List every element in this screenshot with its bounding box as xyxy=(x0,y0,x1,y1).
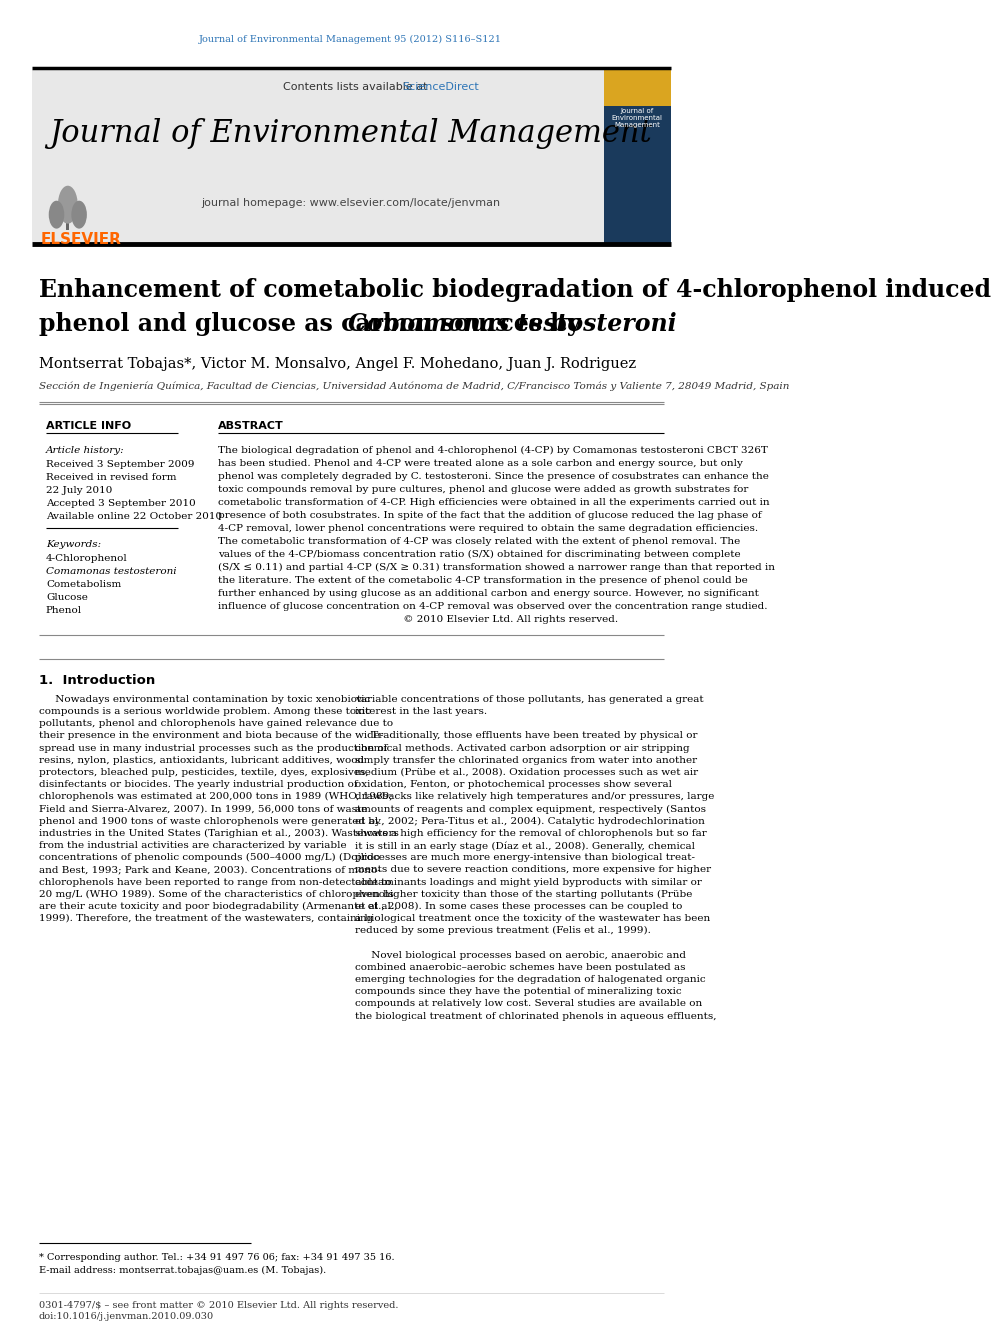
Text: phenol and 1900 tons of waste chlorophenols were generated by: phenol and 1900 tons of waste chlorophen… xyxy=(39,816,381,826)
Text: Glucose: Glucose xyxy=(46,593,87,602)
Bar xyxy=(604,70,671,243)
Text: Enhancement of cometabolic biodegradation of 4-chlorophenol induced with: Enhancement of cometabolic biodegradatio… xyxy=(39,278,992,302)
Text: * Corresponding author. Tel.: +34 91 497 76 06; fax: +34 91 497 35 16.: * Corresponding author. Tel.: +34 91 497… xyxy=(39,1253,395,1262)
Text: it is still in an early stage (Díaz et al., 2008). Generally, chemical: it is still in an early stage (Díaz et a… xyxy=(354,841,694,851)
Text: further enhanced by using glucose as an additional carbon and energy source. How: further enhanced by using glucose as an … xyxy=(217,589,759,598)
Text: resins, nylon, plastics, antioxidants, lubricant additives, wood: resins, nylon, plastics, antioxidants, l… xyxy=(39,755,364,765)
Text: shows a high efficiency for the removal of chlorophenols but so far: shows a high efficiency for the removal … xyxy=(354,830,706,837)
Text: phenol and glucose as carbon sources by: phenol and glucose as carbon sources by xyxy=(39,311,588,336)
Text: compounds since they have the potential of mineralizing toxic: compounds since they have the potential … xyxy=(354,987,682,996)
Text: oxidation, Fenton, or photochemical processes show several: oxidation, Fenton, or photochemical proc… xyxy=(354,781,672,790)
Text: 22 July 2010: 22 July 2010 xyxy=(46,487,112,495)
Text: from the industrial activities are characterized by variable: from the industrial activities are chara… xyxy=(39,841,346,851)
Text: contaminants loadings and might yield byproducts with similar or: contaminants loadings and might yield by… xyxy=(354,877,701,886)
Text: and Best, 1993; Park and Keane, 2003). Concentrations of mono-: and Best, 1993; Park and Keane, 2003). C… xyxy=(39,865,381,875)
Text: Field and Sierra-Alvarez, 2007). In 1999, 56,000 tons of waste: Field and Sierra-Alvarez, 2007). In 1999… xyxy=(39,804,367,814)
Text: 1.  Introduction: 1. Introduction xyxy=(39,673,155,687)
Text: Cometabolism: Cometabolism xyxy=(46,579,121,589)
Text: ments due to severe reaction conditions, more expensive for higher: ments due to severe reaction conditions,… xyxy=(354,865,710,875)
Text: are their acute toxicity and poor biodegradability (Armenante et al.,: are their acute toxicity and poor biodeg… xyxy=(39,902,397,912)
Text: © 2010 Elsevier Ltd. All rights reserved.: © 2010 Elsevier Ltd. All rights reserved… xyxy=(217,615,618,624)
Text: phenol was completely degraded by C. testosteroni. Since the presence of cosubst: phenol was completely degraded by C. tes… xyxy=(217,472,769,482)
Text: variable concentrations of those pollutants, has generated a great: variable concentrations of those polluta… xyxy=(354,695,703,704)
Ellipse shape xyxy=(49,201,64,229)
Text: Available online 22 October 2010: Available online 22 October 2010 xyxy=(46,512,222,521)
Text: a biological treatment once the toxicity of the wastewater has been: a biological treatment once the toxicity… xyxy=(354,914,710,923)
Text: Comamonas testosteroni: Comamonas testosteroni xyxy=(46,568,177,576)
Text: medium (Prübe et al., 2008). Oxidation processes such as wet air: medium (Prübe et al., 2008). Oxidation p… xyxy=(354,767,697,777)
Text: their presence in the environment and biota because of the wide-: their presence in the environment and bi… xyxy=(39,732,383,741)
Text: Received 3 September 2009: Received 3 September 2009 xyxy=(46,460,194,470)
Text: even higher toxicity than those of the starting pollutants (Prübe: even higher toxicity than those of the s… xyxy=(354,890,692,898)
Text: Received in revised form: Received in revised form xyxy=(46,474,177,483)
Bar xyxy=(32,70,671,242)
Text: 0301-4797/$ – see front matter © 2010 Elsevier Ltd. All rights reserved.: 0301-4797/$ – see front matter © 2010 El… xyxy=(39,1301,399,1310)
Text: doi:10.1016/j.jenvman.2010.09.030: doi:10.1016/j.jenvman.2010.09.030 xyxy=(39,1312,214,1320)
Text: The biological degradation of phenol and 4-chlorophenol (4-CP) by Comamonas test: The biological degradation of phenol and… xyxy=(217,446,768,455)
Text: values of the 4-CP/biomass concentration ratio (S/X) obtained for discriminating: values of the 4-CP/biomass concentration… xyxy=(217,550,740,560)
Text: pollutants, phenol and chlorophenols have gained relevance due to: pollutants, phenol and chlorophenols hav… xyxy=(39,720,393,728)
Text: 4-Chlorophenol: 4-Chlorophenol xyxy=(46,554,128,564)
Text: (S/X ≤ 0.11) and partial 4-CP (S/X ≥ 0.31) transformation showed a narrower rang: (S/X ≤ 0.11) and partial 4-CP (S/X ≥ 0.3… xyxy=(217,564,775,573)
Text: the literature. The extent of the cometabolic 4-CP transformation in the presenc: the literature. The extent of the cometa… xyxy=(217,576,747,585)
Text: ARTICLE INFO: ARTICLE INFO xyxy=(46,421,131,431)
Text: 20 mg/L (WHO 1989). Some of the characteristics of chlorophenols: 20 mg/L (WHO 1989). Some of the characte… xyxy=(39,890,394,898)
Text: Phenol: Phenol xyxy=(46,606,82,615)
Text: chlorophenols have been reported to range from non-detectable to: chlorophenols have been reported to rang… xyxy=(39,877,392,886)
Text: simply transfer the chlorinated organics from water into another: simply transfer the chlorinated organics… xyxy=(354,755,696,765)
Text: ScienceDirect: ScienceDirect xyxy=(403,82,479,91)
Text: Article history:: Article history: xyxy=(46,446,125,455)
Text: cometabolic transformation of 4-CP. High efficiencies were obtained in all the e: cometabolic transformation of 4-CP. High… xyxy=(217,499,769,507)
Text: amounts of reagents and complex equipment, respectively (Santos: amounts of reagents and complex equipmen… xyxy=(354,804,705,814)
Text: E-mail address: montserrat.tobajas@uam.es (M. Tobajas).: E-mail address: montserrat.tobajas@uam.e… xyxy=(39,1266,326,1275)
Text: influence of glucose concentration on 4-CP removal was observed over the concent: influence of glucose concentration on 4-… xyxy=(217,602,767,611)
Text: Journal of Environmental Management 95 (2012) S116–S121: Journal of Environmental Management 95 (… xyxy=(198,34,502,44)
Text: compounds at relatively low cost. Several studies are available on: compounds at relatively low cost. Severa… xyxy=(354,999,701,1008)
Text: The cometabolic transformation of 4-CP was closely related with the extent of ph: The cometabolic transformation of 4-CP w… xyxy=(217,537,740,546)
Text: presence of both cosubstrates. In spite of the fact that the addition of glucose: presence of both cosubstrates. In spite … xyxy=(217,511,761,520)
Text: compounds is a serious worldwide problem. Among these toxic: compounds is a serious worldwide problem… xyxy=(39,706,371,716)
Text: Contents lists available at: Contents lists available at xyxy=(283,82,434,91)
Text: Keywords:: Keywords: xyxy=(46,540,101,549)
Text: Journal of Environmental Management: Journal of Environmental Management xyxy=(49,118,652,148)
Bar xyxy=(604,70,671,106)
Text: Sección de Ingeniería Química, Facultad de Ciencias, Universidad Autónoma de Mad: Sección de Ingeniería Química, Facultad … xyxy=(39,381,790,390)
Text: toxic compounds removal by pure cultures, phenol and glucose were added as growt: toxic compounds removal by pure cultures… xyxy=(217,486,748,495)
Text: 1999). Therefore, the treatment of the wastewaters, containing: 1999). Therefore, the treatment of the w… xyxy=(39,914,373,923)
Text: et al., 2008). In some cases these processes can be coupled to: et al., 2008). In some cases these proce… xyxy=(354,902,682,912)
Ellipse shape xyxy=(58,185,77,224)
Text: reduced by some previous treatment (Felis et al., 1999).: reduced by some previous treatment (Feli… xyxy=(354,926,651,935)
Text: emerging technologies for the degradation of halogenated organic: emerging technologies for the degradatio… xyxy=(354,975,705,984)
Text: chlorophenols was estimated at 200,000 tons in 1989 (WHO, 1989;: chlorophenols was estimated at 200,000 t… xyxy=(39,792,393,802)
Text: drawbacks like relatively high temperatures and/or pressures, large: drawbacks like relatively high temperatu… xyxy=(354,792,714,802)
Text: 4-CP removal, lower phenol concentrations were required to obtain the same degra: 4-CP removal, lower phenol concentration… xyxy=(217,524,758,533)
Text: ABSTRACT: ABSTRACT xyxy=(217,421,284,431)
Text: Nowadays environmental contamination by toxic xenobiotic: Nowadays environmental contamination by … xyxy=(39,695,370,704)
Text: industries in the United States (Tarighian et al., 2003). Wastewaters: industries in the United States (Tarighi… xyxy=(39,830,399,837)
Text: combined anaerobic–aerobic schemes have been postulated as: combined anaerobic–aerobic schemes have … xyxy=(354,963,685,972)
Text: chemical methods. Activated carbon adsorption or air stripping: chemical methods. Activated carbon adsor… xyxy=(354,744,689,753)
Text: Journal of
Environmental
Management: Journal of Environmental Management xyxy=(612,108,663,128)
Text: Accepted 3 September 2010: Accepted 3 September 2010 xyxy=(46,499,195,508)
Text: ELSEVIER: ELSEVIER xyxy=(41,232,122,246)
Text: concentrations of phenolic compounds (500–4000 mg/L) (Dojlido: concentrations of phenolic compounds (50… xyxy=(39,853,380,863)
Text: Montserrat Tobajas*, Victor M. Monsalvo, Angel F. Mohedano, Juan J. Rodriguez: Montserrat Tobajas*, Victor M. Monsalvo,… xyxy=(39,357,636,372)
Bar xyxy=(65,212,69,230)
Text: has been studied. Phenol and 4-CP were treated alone as a sole carbon and energy: has been studied. Phenol and 4-CP were t… xyxy=(217,459,742,468)
Text: journal homepage: www.elsevier.com/locate/jenvman: journal homepage: www.elsevier.com/locat… xyxy=(200,197,500,208)
Text: et al., 2002; Pera-Titus et al., 2004). Catalytic hydrodechlorination: et al., 2002; Pera-Titus et al., 2004). … xyxy=(354,816,704,826)
Text: interest in the last years.: interest in the last years. xyxy=(354,706,487,716)
Text: Novel biological processes based on aerobic, anaerobic and: Novel biological processes based on aero… xyxy=(354,951,685,959)
Ellipse shape xyxy=(71,201,87,229)
Text: Traditionally, those effluents have been treated by physical or: Traditionally, those effluents have been… xyxy=(354,732,697,741)
Text: disinfectants or biocides. The yearly industrial production of: disinfectants or biocides. The yearly in… xyxy=(39,781,357,790)
Text: spread use in many industrial processes such as the production of: spread use in many industrial processes … xyxy=(39,744,387,753)
Text: Comamonas testosteroni: Comamonas testosteroni xyxy=(347,311,677,336)
Text: processes are much more energy-intensive than biological treat-: processes are much more energy-intensive… xyxy=(354,853,694,863)
Text: the biological treatment of chlorinated phenols in aqueous effluents,: the biological treatment of chlorinated … xyxy=(354,1012,716,1020)
Text: protectors, bleached pulp, pesticides, textile, dyes, explosives,: protectors, bleached pulp, pesticides, t… xyxy=(39,767,368,777)
